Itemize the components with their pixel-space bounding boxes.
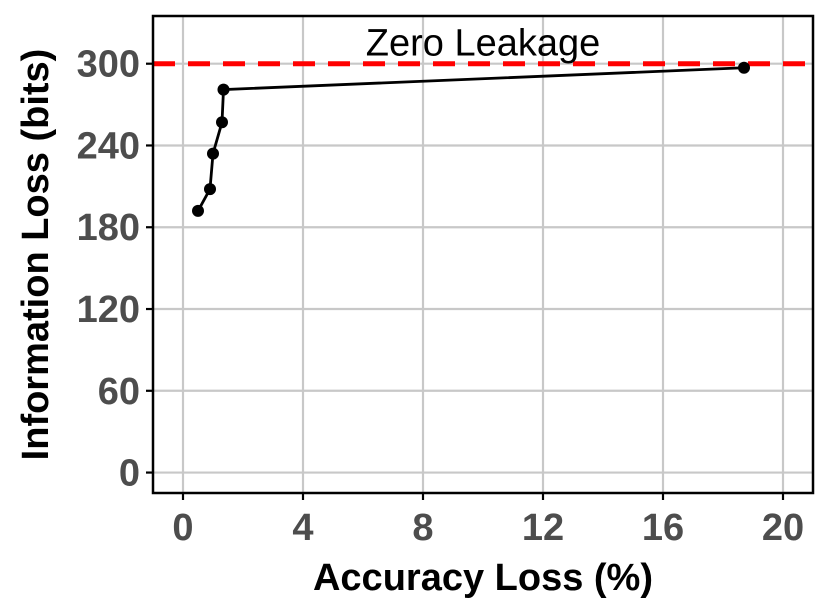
data-point	[192, 204, 204, 217]
y-tick-label: 120	[77, 289, 140, 331]
x-tick-label: 12	[522, 507, 564, 549]
x-tick-label: 16	[642, 507, 684, 549]
y-axis: 0 60 120 180 240 300	[77, 44, 153, 495]
y-tick-label: 0	[119, 453, 140, 495]
data-point	[217, 83, 230, 96]
y-tick-label: 180	[77, 207, 140, 249]
y-tick-label: 240	[77, 125, 140, 167]
data-point	[738, 61, 750, 74]
series-layer	[192, 61, 750, 217]
zero-leakage-label: Zero Leakage	[366, 23, 601, 65]
x-tick-label: 4	[292, 507, 313, 549]
data-point	[207, 147, 219, 160]
x-tick-label: 20	[762, 507, 804, 549]
x-tick-label: 0	[172, 507, 193, 549]
y-tick-label: 60	[98, 371, 140, 413]
y-axis-title: Information Loss (bits)	[15, 49, 57, 461]
x-tick-label: 8	[412, 507, 433, 549]
x-axis: 0 4 8 12 16 20	[172, 493, 804, 549]
y-tick-label: 300	[77, 44, 140, 86]
reference-line-layer: Zero Leakage	[153, 23, 813, 67]
data-point	[216, 116, 228, 129]
plot-border	[151, 14, 815, 495]
data-point	[204, 183, 216, 196]
x-axis-title: Accuracy Loss (%)	[313, 557, 653, 599]
